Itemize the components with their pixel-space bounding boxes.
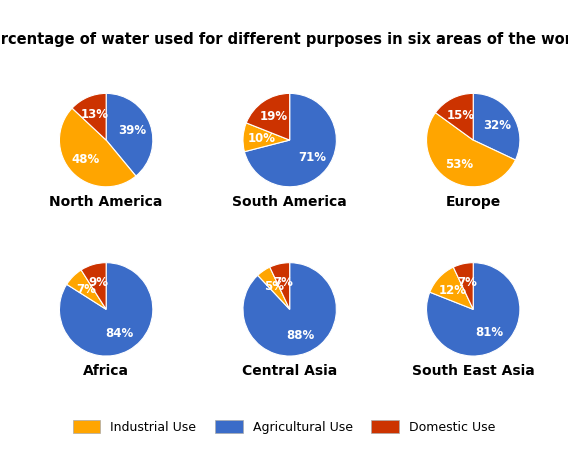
Text: 48%: 48% (72, 153, 100, 166)
Text: 12%: 12% (439, 284, 467, 296)
Wedge shape (427, 113, 516, 187)
Wedge shape (81, 263, 106, 309)
Text: 39%: 39% (119, 124, 147, 137)
Text: 84%: 84% (106, 327, 134, 340)
Wedge shape (258, 267, 290, 309)
Wedge shape (436, 94, 473, 140)
Text: 7%: 7% (274, 276, 294, 289)
Wedge shape (243, 263, 336, 356)
Title: South East Asia: South East Asia (412, 364, 534, 378)
Title: Central Asia: Central Asia (242, 364, 337, 378)
Wedge shape (453, 263, 473, 309)
Wedge shape (60, 108, 136, 187)
Text: 9%: 9% (89, 276, 108, 289)
Wedge shape (60, 263, 153, 356)
Title: South America: South America (232, 194, 347, 208)
Text: 13%: 13% (81, 108, 109, 121)
Wedge shape (247, 94, 290, 140)
Title: Europe: Europe (445, 194, 501, 208)
Wedge shape (427, 263, 520, 356)
Wedge shape (473, 94, 520, 160)
Text: 71%: 71% (298, 151, 326, 164)
Title: Africa: Africa (83, 364, 129, 378)
Wedge shape (270, 263, 290, 309)
Wedge shape (430, 267, 473, 309)
Text: 5%: 5% (264, 280, 284, 293)
Text: 7%: 7% (457, 276, 477, 289)
Wedge shape (244, 94, 336, 187)
Title: North America: North America (49, 194, 163, 208)
Text: 53%: 53% (445, 158, 473, 171)
Wedge shape (66, 270, 106, 309)
Text: 15%: 15% (446, 109, 474, 122)
Text: 7%: 7% (76, 283, 96, 296)
Text: 81%: 81% (475, 326, 503, 339)
Text: 10%: 10% (248, 132, 275, 145)
Text: 19%: 19% (260, 110, 288, 123)
Legend: Industrial Use, Agricultural Use, Domestic Use: Industrial Use, Agricultural Use, Domest… (68, 415, 500, 439)
Text: 88%: 88% (286, 329, 314, 342)
Wedge shape (106, 94, 153, 176)
Text: 32%: 32% (483, 118, 511, 132)
Text: Percentage of water used for different purposes in six areas of the world: Percentage of water used for different p… (0, 32, 568, 47)
Wedge shape (72, 94, 106, 140)
Wedge shape (243, 123, 290, 152)
